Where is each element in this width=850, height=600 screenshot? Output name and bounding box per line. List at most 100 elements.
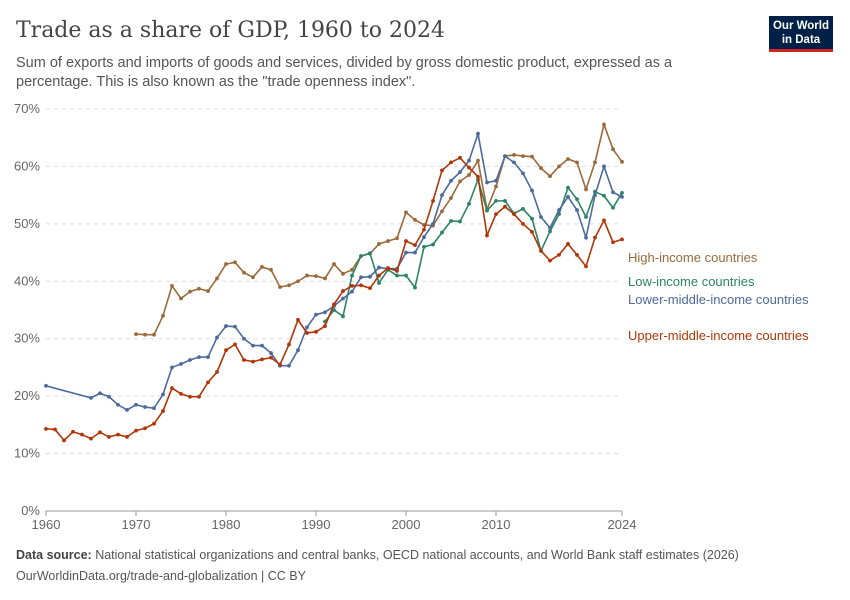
data-point (512, 153, 516, 157)
data-point (170, 365, 174, 370)
data-point (593, 235, 597, 240)
data-point (197, 286, 201, 291)
data-point (575, 252, 579, 257)
data-point (350, 273, 354, 278)
data-point (413, 285, 417, 290)
data-point (314, 312, 318, 317)
data-point (224, 262, 228, 266)
data-point (233, 324, 237, 329)
data-point (170, 386, 174, 391)
data-point (611, 240, 615, 245)
data-point (134, 402, 138, 407)
data-point (287, 363, 291, 368)
data-point (206, 380, 210, 385)
data-point (521, 221, 525, 226)
data-point (269, 267, 273, 272)
y-tick-label: 40% (14, 273, 40, 288)
data-point (557, 252, 561, 257)
data-point (332, 308, 336, 312)
subtitle: Sum of exports and imports of goods and … (16, 55, 673, 90)
data-point (332, 302, 336, 307)
data-point (602, 218, 606, 223)
data-point (413, 217, 417, 222)
series-line (45, 133, 623, 411)
data-point (467, 158, 471, 163)
data-point (323, 310, 327, 315)
data-source: Data source: National statistical organi… (16, 548, 739, 562)
data-point (440, 230, 444, 235)
data-point (422, 244, 426, 249)
data-point (539, 215, 543, 219)
data-point (611, 147, 615, 152)
data-point (296, 279, 300, 284)
data-point (179, 391, 183, 396)
logo-text-1: Our World (772, 19, 829, 32)
data-point (350, 283, 354, 288)
data-point (89, 436, 93, 441)
data-point (368, 274, 372, 279)
data-point (449, 219, 453, 223)
y-tick-label: 70% (14, 101, 40, 116)
source-url[interactable]: OurWorldinData.org/trade-and-globalizati… (16, 569, 306, 583)
data-point (359, 283, 363, 288)
data-point (494, 198, 498, 203)
y-tick-label: 60% (14, 158, 40, 173)
data-point (107, 435, 111, 439)
x-tick-label: 1990 (302, 517, 331, 532)
data-point (197, 394, 201, 399)
data-point (143, 426, 147, 431)
data-point (278, 285, 282, 289)
data-point (350, 289, 354, 294)
series-label: High-income countries (628, 250, 758, 265)
owid-logo[interactable]: Our World in Data (769, 16, 833, 52)
data-point (116, 432, 120, 437)
data-point (260, 343, 264, 348)
data-point (233, 260, 237, 265)
source-label: Data source: (16, 548, 92, 562)
data-point (251, 359, 255, 364)
data-point (395, 236, 399, 241)
data-point (548, 225, 552, 230)
data-point (530, 188, 534, 193)
data-point (323, 324, 327, 328)
data-point (287, 283, 291, 288)
data-point (305, 331, 309, 335)
data-point (323, 276, 327, 281)
series-label: Lower-middle-income countries (628, 292, 809, 307)
data-point (386, 239, 390, 243)
data-point (431, 198, 435, 203)
data-point (188, 358, 192, 362)
data-point (449, 178, 453, 183)
data-point (206, 289, 210, 293)
data-point (359, 254, 363, 258)
data-point (377, 273, 381, 278)
data-point (332, 262, 336, 266)
data-point (143, 332, 147, 337)
data-point (44, 426, 48, 431)
data-point (503, 154, 507, 158)
x-tick-label: 2024 (608, 517, 637, 532)
logo-text-2: in Data (781, 33, 821, 46)
data-point (566, 185, 570, 190)
data-point (575, 197, 579, 202)
data-point (53, 427, 57, 432)
line-chart: 0% 10% 20% 30% 40% 50% 60% 70% 1960 1970 1980 1990 2… (14, 101, 809, 532)
data-point (467, 173, 471, 177)
data-point (485, 233, 489, 238)
data-point (539, 166, 543, 171)
x-tick-label: 1980 (212, 517, 241, 532)
data-point (620, 237, 624, 242)
data-point (395, 269, 399, 273)
data-point (521, 171, 525, 176)
data-point (287, 342, 291, 347)
data-point (557, 164, 561, 169)
data-point (44, 383, 48, 388)
data-point (98, 391, 102, 396)
data-point (521, 207, 525, 211)
data-point (233, 342, 237, 347)
data-point (413, 243, 417, 248)
data-point (278, 362, 282, 367)
data-point (602, 122, 606, 127)
data-point (566, 242, 570, 246)
